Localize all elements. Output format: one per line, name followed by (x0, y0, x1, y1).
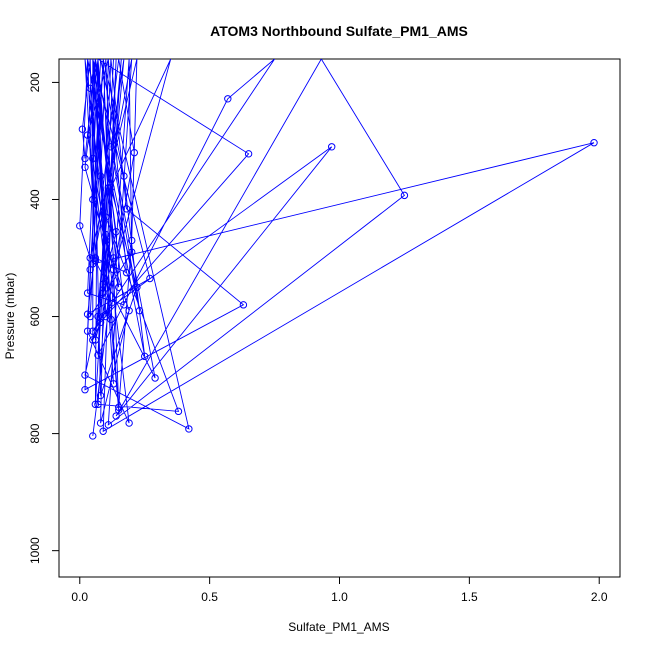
data-point (89, 336, 97, 344)
y-tick-label: 200 (28, 72, 42, 92)
data-point (224, 95, 232, 103)
data-point (120, 301, 128, 309)
data-point (89, 327, 97, 335)
data-point (91, 400, 100, 409)
x-tick-label: 0.0 (71, 590, 88, 604)
data-point (89, 154, 97, 163)
data-point (590, 138, 598, 147)
data-point (81, 386, 89, 394)
chart-title: ATOM3 Northbound Sulfate_PM1_AMS (210, 23, 468, 39)
data-point (99, 427, 107, 435)
data-point (115, 406, 123, 414)
data-point (128, 236, 136, 245)
data-point (185, 425, 193, 433)
x-tick-label: 1.5 (461, 590, 478, 604)
data-point (128, 248, 136, 256)
data-point (83, 310, 92, 318)
x-tick-label: 0.5 (201, 590, 218, 604)
data-point (102, 213, 110, 221)
series-layer (79, 59, 595, 436)
data-point (81, 154, 89, 163)
data-point (107, 315, 115, 324)
x-tick-label: 2.0 (591, 590, 608, 604)
data-point (86, 266, 94, 274)
data-point (86, 312, 94, 321)
data-point (122, 205, 131, 213)
y-tick-label: 600 (28, 306, 42, 326)
data-point (96, 391, 105, 400)
data-point (86, 84, 94, 92)
data-point (109, 380, 118, 388)
data-point (91, 254, 100, 262)
data-point (83, 131, 92, 139)
data-point (151, 374, 159, 382)
data-point (104, 421, 113, 429)
data-point (89, 432, 97, 440)
data-point (96, 318, 105, 327)
data-point (94, 400, 102, 409)
data-point (400, 191, 409, 200)
data-point (81, 163, 89, 171)
data-point (328, 143, 336, 151)
data-point (115, 403, 123, 411)
data-point (81, 371, 89, 379)
data-point (76, 222, 84, 230)
x-axis-label: Sulfate_PM1_AMS (288, 620, 389, 634)
data-point (86, 254, 94, 262)
data-point (96, 419, 105, 427)
data-point (239, 301, 248, 309)
series-line (79, 59, 595, 436)
data-point (135, 306, 144, 315)
data-point (94, 351, 102, 359)
y-axis: 200 400 600 800 1000 (28, 72, 59, 564)
data-point (78, 125, 87, 133)
data-point (130, 148, 139, 157)
data-point (99, 280, 107, 289)
y-axis-label: Pressure (mbar) (3, 273, 17, 360)
x-axis: 0.0 0.5 1.0 1.5 2.0 (71, 577, 608, 604)
points-layer (76, 84, 598, 440)
data-point (107, 184, 115, 192)
data-point (91, 336, 100, 344)
data-point (125, 419, 133, 427)
data-point (96, 172, 105, 180)
y-tick-label: 1000 (28, 537, 42, 564)
data-point (107, 143, 115, 151)
data-point (146, 274, 154, 283)
data-point (102, 236, 110, 245)
data-point (244, 150, 253, 158)
y-tick-label: 800 (28, 423, 42, 443)
data-point (120, 172, 128, 180)
data-point (83, 327, 92, 335)
data-point (109, 254, 118, 262)
data-point (133, 283, 141, 291)
data-point (109, 266, 118, 274)
data-point (112, 227, 120, 236)
data-point (115, 283, 123, 291)
data-point (125, 306, 133, 315)
data-point (122, 268, 131, 277)
data-point (112, 412, 120, 420)
data-point (83, 289, 92, 297)
data-point (104, 184, 113, 192)
x-tick-label: 1.0 (331, 590, 348, 604)
data-point (94, 312, 102, 321)
data-point (99, 289, 107, 297)
data-point (141, 352, 149, 361)
data-point (89, 195, 97, 204)
data-point (174, 407, 183, 416)
data-point (102, 230, 110, 239)
y-tick-label: 400 (28, 189, 42, 209)
